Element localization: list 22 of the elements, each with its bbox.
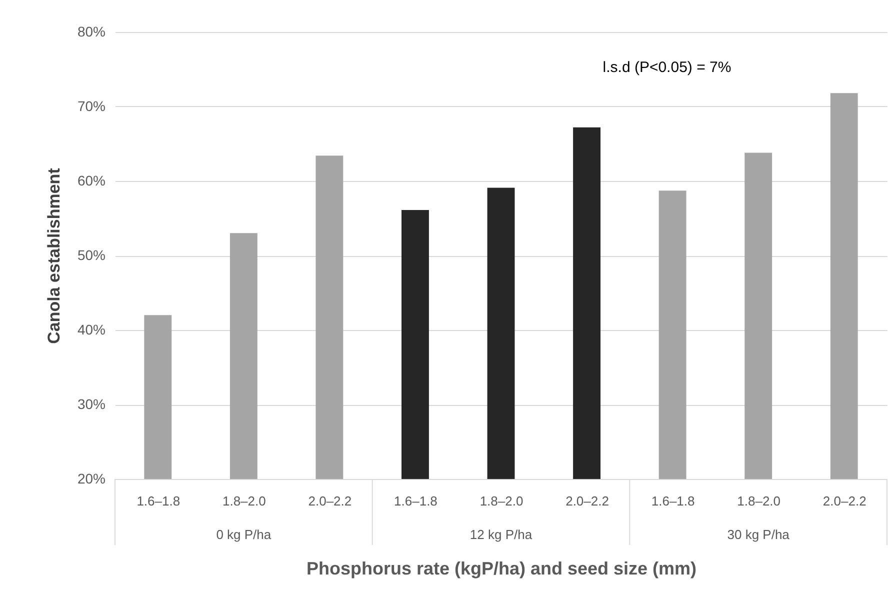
x-tick-label: 2.0–2.2 <box>822 494 866 508</box>
y-tick-label: 60% <box>77 172 106 188</box>
text: 0 kg P/ha <box>216 527 272 542</box>
text: 30 kg P/ha <box>727 527 790 542</box>
x-tick-label: 1.6–1.8 <box>136 494 180 508</box>
y-tick-label: 80% <box>77 24 106 40</box>
text: 12 kg P/ha <box>470 527 533 542</box>
x-tick-label: 1.8–2.0 <box>737 494 781 508</box>
y-tick-label: 20% <box>77 470 106 486</box>
y-tick-label: 40% <box>77 322 106 338</box>
x-tick-label: 1.8–2.0 <box>480 494 524 508</box>
y-tick-label: 50% <box>77 247 106 263</box>
x-tick-label: 1.6–1.8 <box>651 494 695 508</box>
x-axis-title: Phosphorus rate (kgP/ha) and seed size (mm) <box>306 558 697 578</box>
x-tick-label: 1.8–2.0 <box>222 494 266 508</box>
x-tick-label: 2.0–2.2 <box>308 494 352 508</box>
x-tick-label: 1.6–1.8 <box>394 494 438 508</box>
annotation: l.s.d (P<0.05) = 7% <box>602 59 732 76</box>
y-axis-title: Canola establishment <box>44 168 64 344</box>
y-tick-label: 70% <box>77 98 106 114</box>
y-tick-label: 30% <box>77 396 106 412</box>
x-tick-label: 2.0–2.2 <box>566 494 609 508</box>
